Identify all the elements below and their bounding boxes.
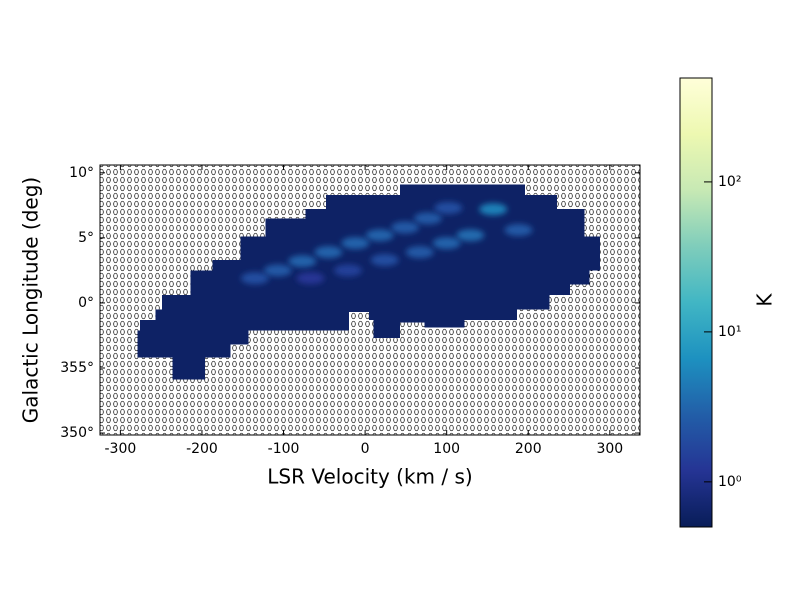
emission-peak — [240, 272, 269, 285]
y-tick-label: 10° — [69, 165, 94, 181]
emission-peak — [370, 253, 399, 266]
heatmap-cell — [265, 218, 585, 237]
emission-peak — [405, 246, 434, 259]
heatmap-cell — [139, 319, 349, 331]
y-tick-label: 350° — [60, 425, 94, 441]
colorbar-tick-label: 10⁰ — [718, 474, 742, 490]
heatmap-cell — [369, 309, 517, 320]
x-tick-label: -300 — [105, 441, 137, 457]
colorbar-tick-label: 10¹ — [718, 324, 741, 340]
heatmap-cell — [424, 319, 465, 328]
emission-peak — [432, 237, 461, 250]
heatmap-cell — [137, 344, 231, 358]
x-tick-label: 0 — [361, 441, 370, 457]
emission-peak — [288, 255, 317, 268]
heatmap-cell — [212, 259, 601, 271]
heatmap-cell — [190, 270, 590, 285]
x-tick-label: -200 — [186, 441, 218, 457]
emission-peak — [341, 237, 370, 250]
colorbar-tick-label: 10² — [718, 174, 741, 190]
plot-frame — [99, 164, 641, 436]
y-tick-label: 5° — [78, 230, 94, 246]
emission-peak — [504, 224, 533, 237]
x-tick-label: 300 — [596, 441, 623, 457]
heatmap-cell — [373, 319, 401, 339]
x-tick-label: 200 — [515, 441, 542, 457]
y-axis-label: Galactic Longitude (deg) — [19, 177, 43, 423]
heatmap-cell — [348, 309, 370, 313]
colorbar-label: K — [753, 293, 777, 307]
emission-peak — [434, 201, 463, 214]
emission-peak — [456, 229, 485, 242]
x-tick-label: -100 — [268, 441, 300, 457]
emission-peak — [333, 264, 362, 277]
x-tick-label: 100 — [433, 441, 460, 457]
emission-peak — [479, 203, 508, 216]
y-tick-label: 355° — [60, 360, 94, 376]
plot-area — [137, 184, 601, 380]
emission-peak — [296, 272, 325, 285]
heatmap-cell — [400, 319, 425, 323]
emission-peak — [314, 246, 343, 259]
emission-peak — [413, 212, 442, 225]
heatmap-cell — [137, 330, 249, 345]
heatmap-cell — [155, 309, 349, 320]
emission-peak — [263, 264, 292, 277]
heatmap-cell — [400, 184, 525, 197]
x-axis-label: LSR Velocity (km / s) — [267, 465, 472, 489]
heatmap-cell — [161, 295, 550, 310]
heatmap-cell — [190, 284, 570, 296]
y-tick-label: 0° — [78, 295, 94, 311]
emission-peak — [365, 229, 394, 242]
heatmap-cell — [172, 357, 206, 380]
heatmap-cell — [305, 209, 585, 220]
emission-peak — [391, 221, 420, 234]
colorbar — [679, 77, 713, 528]
